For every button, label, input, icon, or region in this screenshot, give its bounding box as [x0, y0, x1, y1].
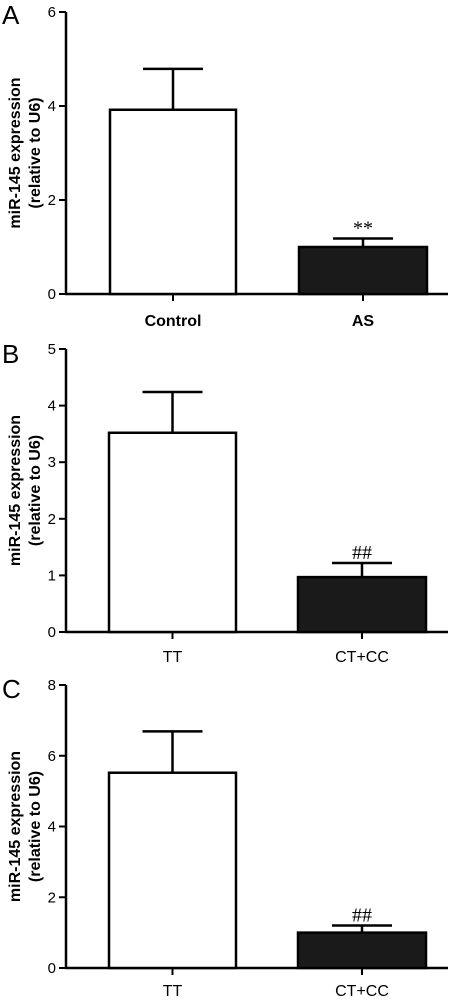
x-tick-label: Control: [145, 313, 202, 330]
bar-tt: [107, 771, 238, 970]
y-tick-label: 2: [48, 511, 56, 528]
x-tick-label: TT: [163, 649, 183, 666]
y-axis-title-line: (relative to U6): [27, 97, 44, 208]
y-tick-label: 0: [48, 286, 56, 303]
panel-letter: A: [2, 0, 20, 30]
y-axis-title: miR-145 expression (relative to U6): [7, 77, 44, 228]
bar-as: [297, 245, 429, 296]
y-axis-title: miR-145 expression (relative to U6): [7, 751, 44, 902]
bar-control: [108, 108, 238, 296]
y-axis-title-line: (relative to U6): [27, 771, 44, 882]
significance-label: ##: [352, 542, 372, 564]
y-tick-label: 6: [48, 4, 56, 21]
y-tick-label: 0: [48, 960, 56, 977]
y-tick-label: 4: [48, 98, 56, 115]
panel-letter: C: [2, 674, 21, 704]
y-tick-label: 1: [48, 567, 56, 584]
y-tick-label: 0: [48, 624, 56, 641]
significance-label: ##: [352, 905, 372, 927]
y-axis-title-line: miR-145 expression: [7, 415, 24, 566]
y-axis-title-line: miR-145 expression: [7, 77, 24, 228]
significance-label: **: [353, 218, 373, 240]
y-axis-title-line: (relative to U6): [27, 435, 44, 546]
x-tick-label: CT+CC: [335, 649, 389, 666]
y-axis-title: miR-145 expression (relative to U6): [7, 415, 44, 566]
y-tick-label: 4: [48, 398, 56, 415]
y-tick-label: 3: [48, 454, 56, 471]
bar-ct-cc: [296, 575, 428, 634]
y-tick-label: 5: [48, 341, 56, 358]
x-tick-label: TT: [163, 983, 183, 1000]
x-tick-label: CT+CC: [335, 983, 389, 1000]
y-tick-label: 4: [48, 819, 56, 836]
x-tick-label: AS: [352, 313, 375, 330]
panel-letter: B: [2, 339, 19, 369]
y-axis-title-line: miR-145 expression: [7, 751, 24, 902]
bar-ct-cc: [296, 931, 428, 970]
y-tick-label: 8: [48, 677, 56, 694]
y-tick-label: 6: [48, 748, 56, 765]
y-tick-label: 2: [48, 192, 56, 209]
y-tick-label: 2: [48, 889, 56, 906]
bar-tt: [107, 431, 238, 634]
